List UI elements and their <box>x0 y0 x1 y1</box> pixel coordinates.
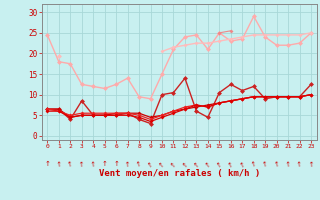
Text: ↑: ↑ <box>308 161 314 168</box>
X-axis label: Vent moyen/en rafales ( km/h ): Vent moyen/en rafales ( km/h ) <box>99 169 260 178</box>
Text: ↑: ↑ <box>55 161 62 168</box>
Text: ↑: ↑ <box>90 161 97 168</box>
Text: ↑: ↑ <box>192 160 201 169</box>
Text: ↑: ↑ <box>135 161 143 168</box>
Text: ↑: ↑ <box>227 161 235 168</box>
Text: ↑: ↑ <box>204 160 212 169</box>
Text: ↑: ↑ <box>250 161 258 168</box>
Text: ↑: ↑ <box>124 161 131 168</box>
Text: ↑: ↑ <box>238 161 246 168</box>
Text: ↑: ↑ <box>169 160 178 169</box>
Text: ↑: ↑ <box>273 161 280 168</box>
Text: ↑: ↑ <box>296 161 303 168</box>
Text: ↑: ↑ <box>44 161 50 167</box>
Text: ↑: ↑ <box>261 161 269 168</box>
Text: ↑: ↑ <box>215 160 223 169</box>
Text: ↑: ↑ <box>181 160 189 169</box>
Text: ↑: ↑ <box>113 161 119 167</box>
Text: ↑: ↑ <box>102 161 108 167</box>
Text: ↑: ↑ <box>285 161 292 168</box>
Text: ↑: ↑ <box>67 161 74 168</box>
Text: ↑: ↑ <box>158 160 166 169</box>
Text: ↑: ↑ <box>147 160 155 169</box>
Text: ↑: ↑ <box>78 161 85 168</box>
